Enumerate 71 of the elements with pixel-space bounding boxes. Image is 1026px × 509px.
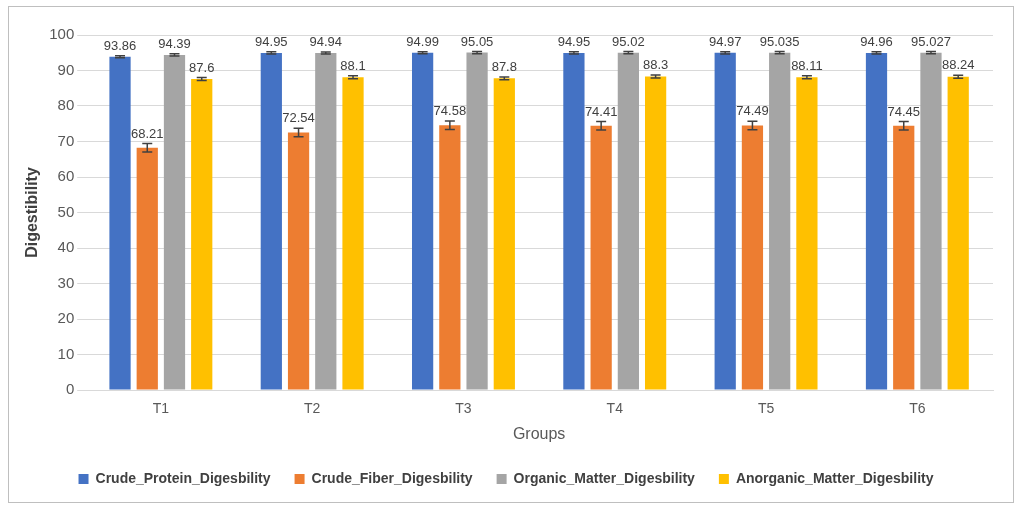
y-tick-label: 50	[57, 202, 75, 220]
y-tick-label: 40	[57, 238, 75, 256]
data-label: 68.21	[130, 125, 164, 141]
data-label: 94.95	[255, 33, 288, 49]
data-label: 94.94	[309, 33, 343, 49]
data-label: 94.96	[860, 33, 893, 49]
bar	[920, 52, 942, 390]
data-label: 88.1	[340, 57, 366, 73]
x-tick-label: T3	[455, 400, 472, 417]
data-label: 74.41	[584, 103, 618, 119]
data-label: 95.05	[460, 33, 494, 49]
legend-label: Crude_Protein_Digesbility	[95, 469, 271, 486]
data-label: 94.39	[158, 35, 191, 51]
bar	[741, 125, 764, 390]
x-tick-label: T1	[152, 400, 170, 417]
x-tick-label: T6	[909, 400, 926, 417]
y-axis-title: Digestibility	[23, 167, 41, 258]
data-label: 95.02	[612, 33, 645, 49]
data-label: 93.86	[103, 37, 137, 53]
data-label: 94.97	[708, 33, 742, 49]
y-tick-label: 0	[65, 380, 75, 398]
bar	[466, 52, 488, 390]
data-label: 88.11	[791, 57, 823, 73]
x-tick-label: T4	[606, 400, 624, 417]
legend-label: Anorganic_Matter_Digesbility	[735, 469, 934, 486]
data-label: 74.45	[887, 103, 921, 119]
data-label: 72.54	[282, 110, 315, 126]
legend-label: Crude_Fiber_Digesbility	[311, 469, 473, 486]
data-label: 95.035	[759, 33, 800, 49]
bar	[342, 77, 364, 390]
x-tick-label: T2	[304, 400, 321, 417]
legend-label: Organic_Matter_Digesbility	[513, 469, 696, 486]
bar	[109, 56, 131, 390]
bar	[563, 52, 585, 390]
data-label: 94.99	[406, 33, 439, 49]
y-tick-label: 90	[57, 60, 75, 78]
bar	[136, 147, 158, 390]
y-tick-label: 100	[49, 25, 75, 43]
bar	[769, 52, 791, 390]
bar	[617, 52, 639, 390]
bar	[260, 52, 282, 390]
data-label: 74.49	[736, 103, 769, 119]
data-label: 87.6	[189, 59, 215, 75]
data-label: 95.027	[911, 33, 951, 49]
bar	[865, 52, 888, 390]
bar	[714, 52, 736, 390]
y-tick-label: 60	[57, 167, 75, 185]
bar	[644, 76, 667, 390]
bar	[796, 77, 818, 390]
bar	[412, 52, 434, 390]
data-label: 94.95	[557, 33, 591, 49]
data-label: 88.3	[642, 57, 669, 73]
data-label: 87.8	[491, 58, 517, 74]
y-tick-label: 30	[57, 273, 75, 291]
y-tick-label: 10	[57, 344, 75, 362]
y-tick-label: 70	[57, 131, 75, 149]
bar	[163, 54, 186, 390]
data-label: 74.58	[433, 103, 467, 119]
bar	[947, 76, 969, 390]
y-tick-label: 80	[57, 96, 75, 114]
bar	[287, 132, 310, 390]
bar	[439, 125, 461, 390]
bar	[893, 125, 915, 390]
bar	[315, 52, 337, 390]
bar	[493, 78, 515, 390]
x-tick-label: T5	[757, 400, 775, 417]
bar	[590, 125, 612, 390]
bar	[191, 79, 213, 390]
y-tick-label: 20	[57, 309, 75, 327]
data-label: 88.24	[941, 57, 975, 73]
x-axis-title: Groups	[512, 424, 566, 442]
